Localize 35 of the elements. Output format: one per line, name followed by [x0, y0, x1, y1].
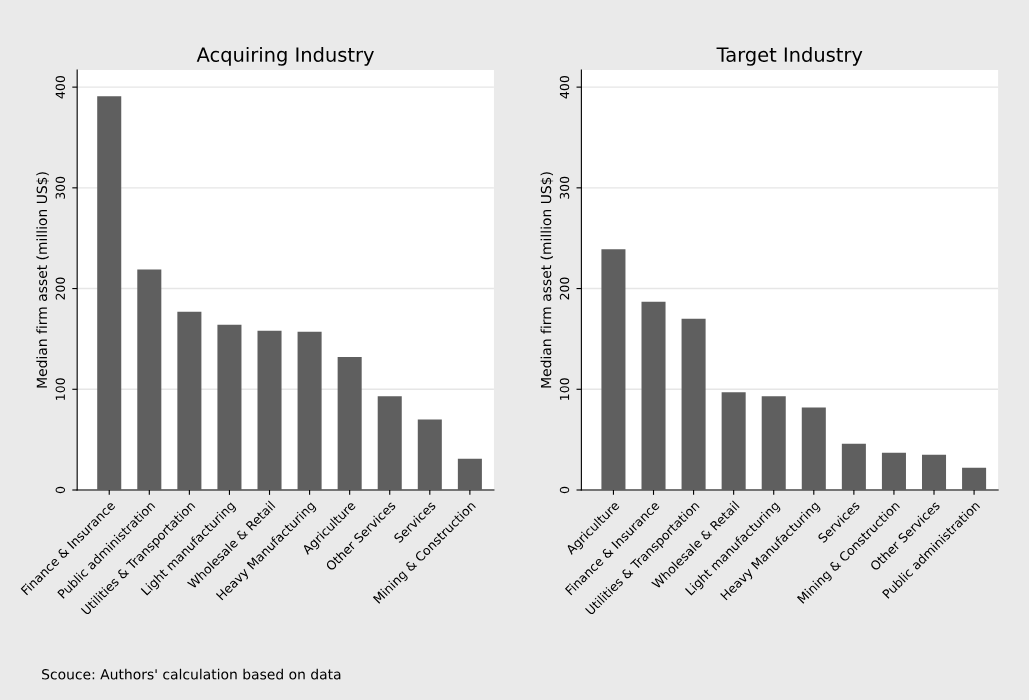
bar	[457, 458, 482, 490]
y-tick-label: 100	[55, 378, 66, 400]
bar	[801, 407, 826, 490]
y-tick-label: 300	[55, 176, 66, 199]
chart-title: Acquiring Industry	[196, 46, 374, 66]
chart-title: Target Industry	[716, 46, 863, 66]
bar	[721, 392, 746, 490]
bar	[641, 301, 666, 490]
bar	[761, 396, 786, 490]
y-tick-label: 200	[559, 277, 570, 300]
bar	[217, 324, 242, 490]
y-axis-title: Median firm asset (million US$)	[36, 172, 49, 388]
bar	[377, 396, 402, 490]
bar	[681, 318, 706, 490]
y-tick-label: 300	[559, 176, 570, 199]
bar	[137, 269, 162, 490]
bar	[417, 419, 442, 490]
bar	[297, 331, 322, 490]
y-tick-label: 0	[559, 486, 570, 494]
bar	[881, 452, 906, 490]
y-tick-label: 400	[559, 76, 570, 99]
bar	[962, 467, 987, 490]
y-tick-label: 400	[55, 76, 66, 99]
y-tick-label: 100	[559, 378, 570, 400]
text: Scouce: Authors' calculation based on data	[42, 668, 341, 680]
y-tick-label: 200	[55, 277, 66, 300]
bar	[337, 357, 362, 490]
y-axis-title: Median firm asset (million US$)	[540, 172, 554, 388]
y-tick-label: 0	[55, 486, 66, 494]
bar	[921, 454, 947, 490]
bar	[177, 311, 202, 490]
bar	[601, 249, 626, 490]
bar	[841, 443, 866, 490]
bar	[257, 330, 282, 490]
bar	[97, 96, 122, 490]
